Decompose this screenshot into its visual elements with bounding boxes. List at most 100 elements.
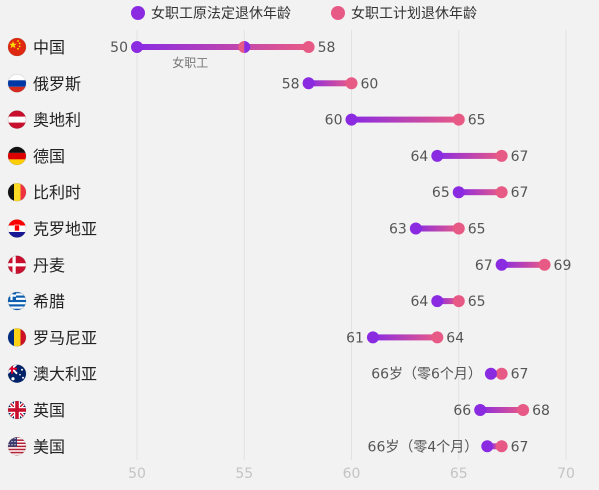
legend-marker-original [131,6,145,20]
country-label: 德国 [33,147,65,166]
range-bar [487,443,502,450]
start-point [495,258,508,271]
belgium-flag-icon [7,182,27,202]
end-point [345,77,358,90]
end-value-label: 67 [511,439,529,455]
range-bar [351,116,459,123]
x-axis: 50 55 60 65 70 [128,466,575,482]
x-tick-label: 65 [450,466,468,482]
end-point [495,440,508,453]
australia-flag-icon [7,364,27,384]
range-bar [437,152,502,159]
legend-label-planned: 女职工计划退休年龄 [351,5,477,22]
end-value-label: 68 [532,403,550,419]
legend: 女职工原法定退休年龄 女职工计划退休年龄 [131,5,477,22]
start-point [302,77,315,90]
country-label: 克罗地亚 [33,220,97,239]
range-bar [437,298,459,305]
x-tick-label: 55 [235,466,253,482]
end-value-label: 67 [511,367,529,383]
country-row: 丹麦 67 69 [7,255,571,275]
country-row: 澳大利亚 66岁（零6个月） 67 [7,364,528,384]
usa-flag-icon [7,436,27,456]
start-value-label: 63 [389,222,407,238]
start-point [345,113,358,126]
austria-flag-icon [7,110,27,129]
start-point [131,41,143,53]
country-row: 俄罗斯 58 60 [7,74,379,93]
range-bar [137,44,309,50]
range-bar [501,261,545,268]
croatia-flag-icon [7,219,27,238]
start-point [452,186,465,199]
grid [136,30,567,460]
end-point [452,295,465,308]
range-bar [458,189,502,196]
start-value-label: 67 [475,258,493,274]
country-label: 中国 [33,38,65,57]
range-bar [308,80,352,87]
country-row: 比利时 65 67 [7,182,528,202]
start-value-label: 60 [325,113,343,129]
country-label: 澳大利亚 [33,365,97,384]
end-value-label: 67 [511,185,529,201]
start-value-label: 66岁（零6个月） [371,367,482,383]
end-value-label: 65 [468,222,486,238]
end-point [517,404,530,416]
country-label: 比利时 [33,183,81,202]
end-value-label: 64 [446,330,464,346]
end-point [495,186,508,199]
legend-marker-planned [331,6,345,20]
start-value-label: 64 [410,149,428,165]
x-tick-label: 60 [343,466,361,482]
start-value-label: 50 [110,40,128,56]
range-bar [415,225,459,232]
start-point [481,440,494,453]
end-value-label: 58 [318,40,336,56]
country-row: 克罗地亚 63 65 [7,219,486,239]
country-row: 罗马尼亚 61 64 [7,328,464,347]
end-value-label: 69 [554,258,572,274]
country-label: 奥地利 [33,111,81,130]
range-bar [372,334,438,341]
russia-flag-icon [7,74,27,93]
end-point [452,113,465,126]
start-point [474,404,487,416]
country-row: 奥地利 60 65 [7,110,486,130]
legend-item-original: 女职工原法定退休年龄 [131,5,291,22]
country-row: 英国 66 68 [7,400,550,420]
end-value-label: 60 [361,76,379,92]
china-flag-icon [7,37,27,57]
country-label: 俄罗斯 [33,74,81,93]
annotation: 女职工 [172,55,208,70]
start-point [409,222,422,235]
start-value-label: 64 [410,294,428,310]
range-bar [480,407,524,413]
end-value-label: 67 [511,149,529,165]
start-point [431,295,444,308]
rows: 中国 50 58 俄罗斯 58 60 奥地利 60 65 德国 64 67 比利时 65 67 克罗地亚 63 6… [7,37,571,456]
country-row: 希腊 64 65 [7,291,486,311]
x-tick-label: 70 [557,466,575,482]
end-point [302,41,315,53]
end-value-label: 65 [468,294,486,310]
country-label: 罗马尼亚 [33,328,97,347]
start-point [366,331,379,344]
x-tick-label: 50 [128,466,146,482]
greece-flag-icon [7,291,27,311]
country-label: 希腊 [33,292,65,311]
country-row: 美国 66岁（零4个月） 67 [7,436,528,456]
country-row: 德国 64 67 [7,146,528,166]
legend-label-original: 女职工原法定退休年龄 [151,5,291,22]
country-row: 中国 50 58 [7,37,335,57]
country-label: 英国 [33,401,65,420]
start-value-label: 65 [432,185,450,201]
end-value-label: 65 [468,113,486,129]
mid-marker [238,41,251,53]
start-value-label: 66岁（零4个月） [368,439,479,455]
country-label: 美国 [33,437,65,456]
end-point [495,149,508,162]
end-point [538,258,551,271]
start-value-label: 58 [282,76,300,92]
